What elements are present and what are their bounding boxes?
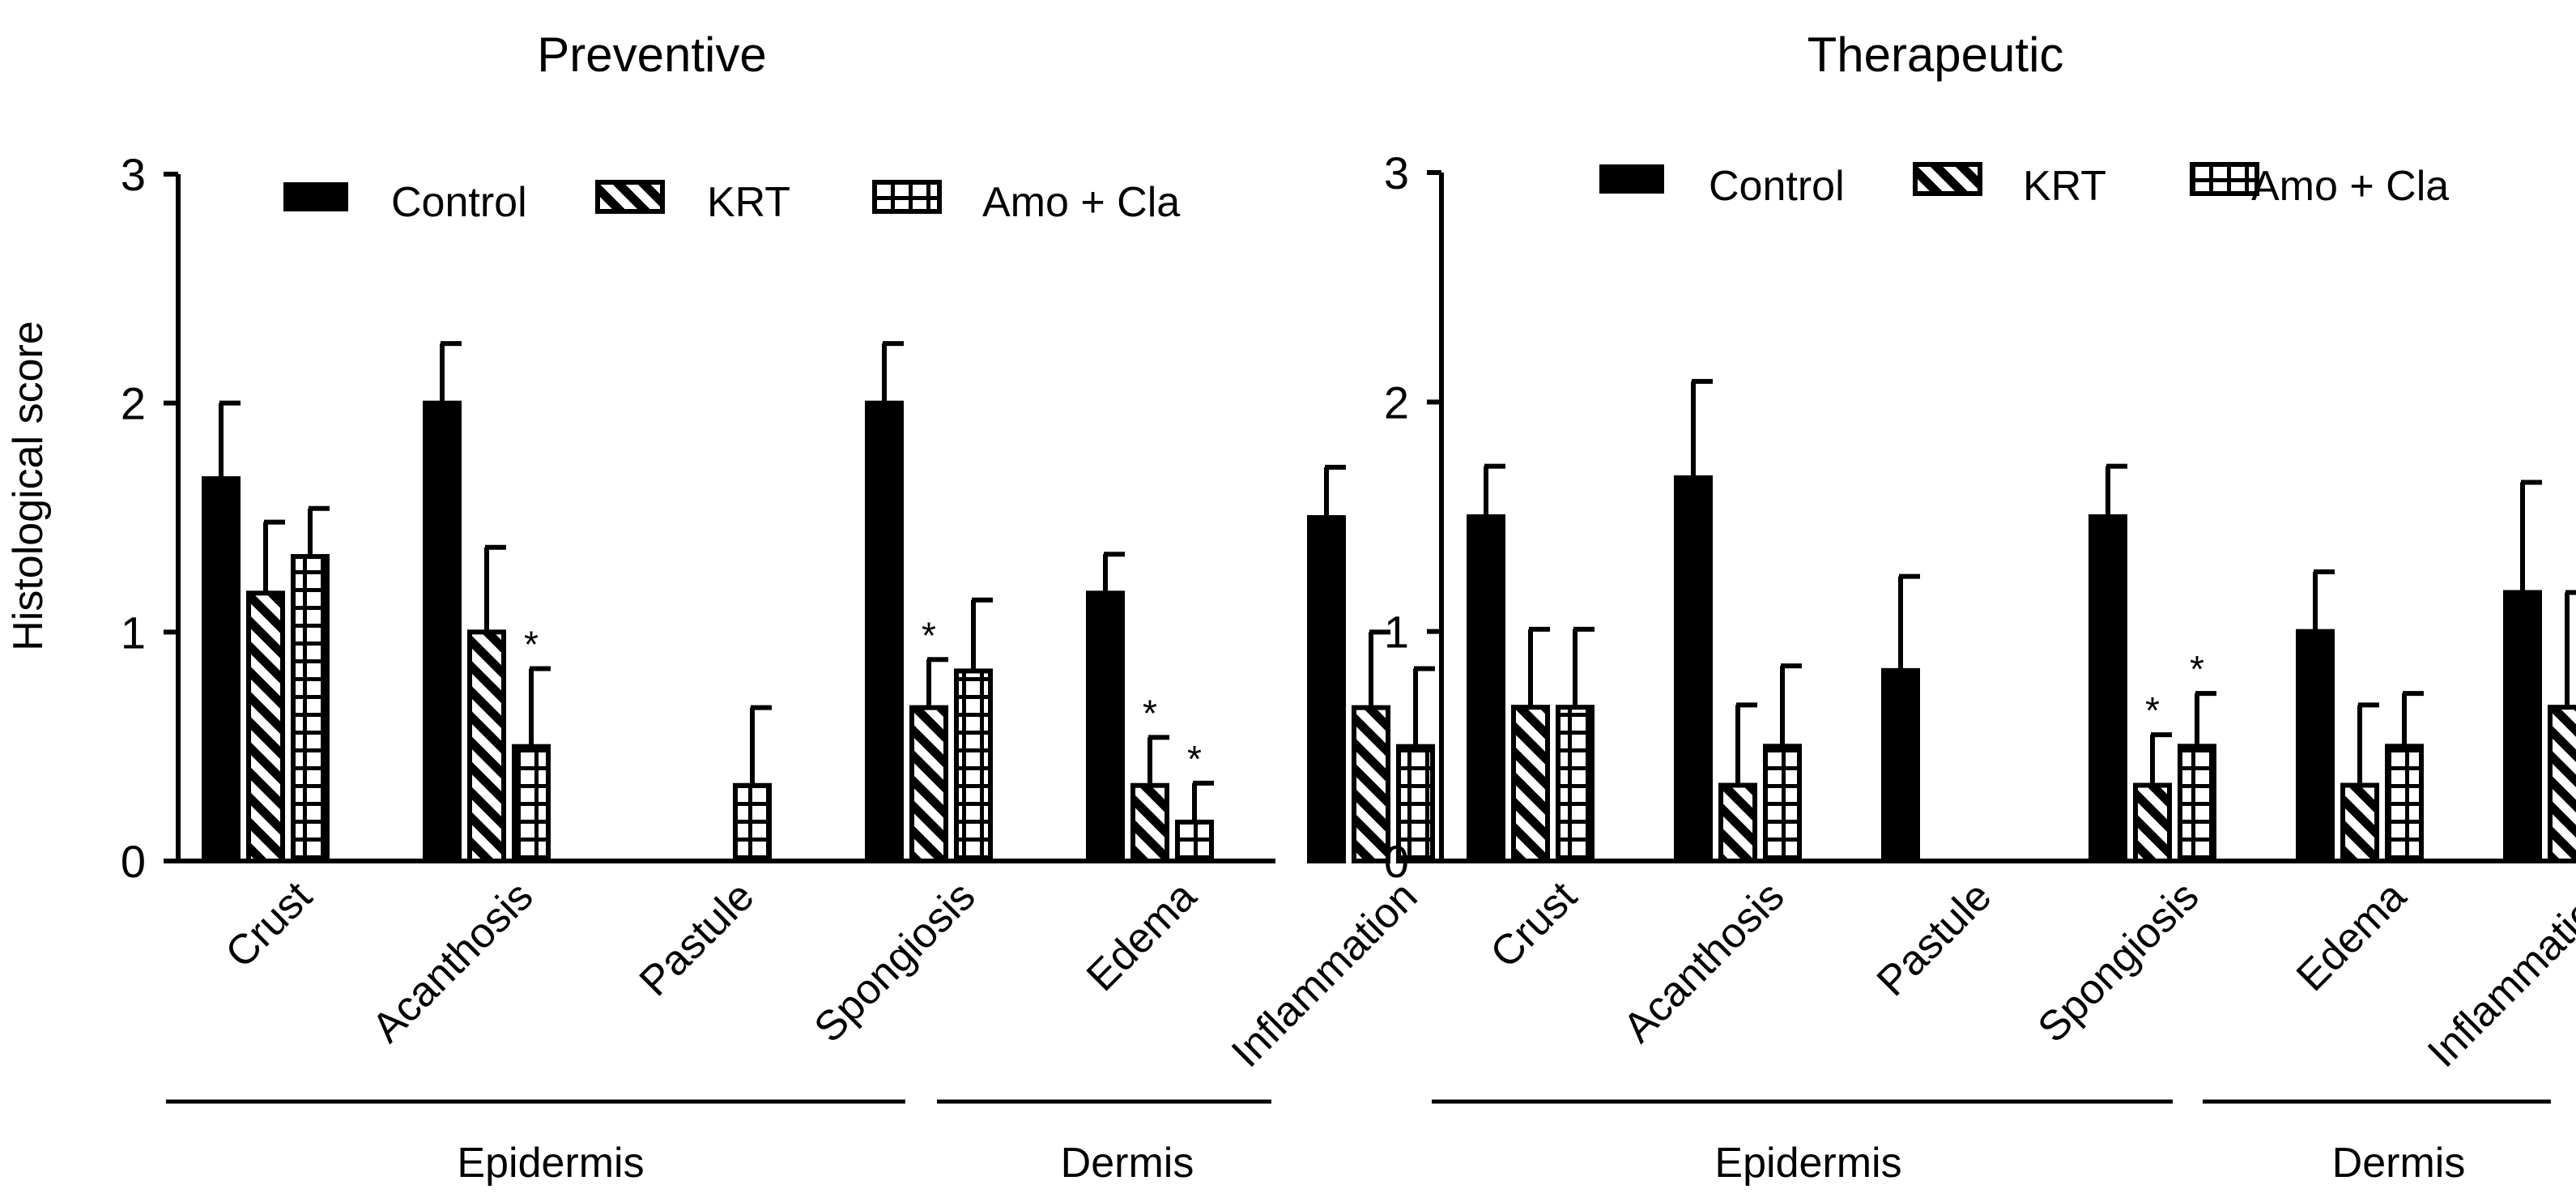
- y-axis: 0 1 2 3: [121, 149, 181, 887]
- bar-control-edema: [2296, 629, 2335, 864]
- legend-label-krt: KRT: [707, 179, 790, 226]
- legend-swatch-amo-cla: [2190, 162, 2259, 196]
- x-tick-label-edema: Edema: [1078, 872, 1206, 1000]
- bar-amo-cla-crust: [1556, 705, 1595, 864]
- category-groups: Epidermis Dermis: [166, 1099, 1271, 1187]
- legend-label-control: Control: [391, 179, 527, 226]
- plot-area: **: [1467, 378, 2576, 864]
- panel-preventive: Preventive Control KRT Amo + Cla * * * * Cr…: [121, 28, 1435, 1187]
- bar-control-edema: [1086, 590, 1125, 864]
- y-tick-label: 1: [121, 607, 146, 658]
- group-label-dermis: Dermis: [1061, 1140, 1194, 1187]
- bar-control-pastule: [1881, 667, 1920, 863]
- x-tick-label-crust: Crust: [217, 872, 321, 977]
- bar-control-inflammation: [2503, 590, 2542, 863]
- bar-krt-spongiosis: [2133, 782, 2172, 863]
- x-tick-label-pastule: Pastule: [1868, 872, 2001, 1005]
- significance-marker-krt-edema: *: [1143, 692, 1157, 734]
- y-tick-label: 2: [121, 378, 146, 429]
- y-tick-label: 0: [1384, 836, 1409, 887]
- x-axis: Crust Acanthosis Pastule Spongiosis Edema Inf…: [1441, 859, 2576, 1076]
- bar-amo-cla-spongiosis: [954, 668, 993, 863]
- bar-control-acanthosis: [1674, 475, 1713, 863]
- legend-label-krt: KRT: [2023, 163, 2106, 210]
- bar-krt-edema: [2340, 782, 2379, 863]
- bar-krt-acanthosis: [467, 629, 506, 863]
- bar-krt-crust: [1511, 705, 1550, 864]
- plot-area: * * * *: [202, 341, 1435, 864]
- x-axis: Crust Acanthosis Pastule Spongiosis Edema Inf…: [178, 859, 1427, 1076]
- panel-therapeutic: Therapeutic Control KRT Amo + Cla ** Cru…: [1384, 28, 2576, 1187]
- group-label-epidermis: Epidermis: [1714, 1140, 1901, 1187]
- y-tick-label: 1: [1384, 607, 1409, 658]
- legend: Control KRT Amo + Cla: [1599, 162, 2449, 210]
- y-axis: 0 1 2 3: [1384, 147, 1444, 887]
- bar-control-spongiosis: [2088, 514, 2127, 863]
- bar-krt-spongiosis: [909, 705, 948, 864]
- bar-control-spongiosis: [865, 400, 904, 863]
- category-groups: Epidermis Dermis: [1432, 1099, 2551, 1187]
- x-tick-label-pastule: Pastule: [631, 872, 764, 1005]
- legend-label-control: Control: [1709, 163, 1845, 210]
- legend: Control KRT Amo + Cla: [283, 179, 1180, 226]
- x-tick-label-edema: Edema: [2288, 872, 2416, 1000]
- bar-amo-cla-acanthosis: [512, 744, 551, 864]
- bar-krt-inflammation: [1352, 705, 1390, 864]
- legend-label-amo-cla: Amo + Cla: [982, 179, 1180, 226]
- x-tick-label-spongiosis: Spongiosis: [806, 872, 985, 1051]
- bar-control-crust: [202, 475, 241, 863]
- bar-krt-crust: [246, 590, 285, 864]
- x-tick-label-acanthosis: Acanthosis: [1615, 872, 1794, 1051]
- legend-swatch-krt: [595, 180, 665, 214]
- x-tick-label-inflammation: Inflammation: [2419, 872, 2576, 1076]
- bar-krt-inflammation: [2548, 705, 2576, 864]
- significance-marker-krt-spongiosis: *: [2145, 689, 2160, 731]
- y-tick-label: 0: [121, 836, 146, 887]
- x-tick-label-spongiosis: Spongiosis: [2029, 872, 2208, 1051]
- significance-marker-amo-cla-edema: *: [1187, 738, 1202, 780]
- legend-swatch-control: [283, 182, 348, 211]
- x-tick-label-inflammation: Inflammation: [1223, 872, 1427, 1076]
- group-label-dermis: Dermis: [2332, 1140, 2466, 1187]
- bar-krt-acanthosis: [1718, 782, 1757, 863]
- x-tick-label-acanthosis: Acanthosis: [364, 872, 543, 1051]
- bar-control-acanthosis: [423, 400, 462, 863]
- y-tick-label: 3: [121, 149, 146, 200]
- significance-marker-krt-spongiosis: *: [922, 614, 936, 656]
- y-tick-label: 2: [1384, 377, 1409, 428]
- bar-amo-cla-spongiosis: [2178, 744, 2216, 863]
- panel-title: Preventive: [537, 28, 766, 82]
- bar-control-inflammation: [1307, 515, 1346, 863]
- legend-swatch-krt: [1913, 162, 1982, 196]
- bar-amo-cla-edema: [1175, 819, 1214, 863]
- bar-krt-edema: [1130, 782, 1169, 863]
- legend-swatch-control: [1599, 164, 1664, 194]
- bar-amo-cla-inflammation: [1396, 744, 1435, 864]
- y-axis-label: Histological score: [5, 321, 52, 651]
- bar-control-crust: [1467, 514, 1505, 863]
- legend-label-amo-cla: Amo + Cla: [2251, 163, 2449, 210]
- x-tick-label-crust: Crust: [1482, 872, 1586, 977]
- bar-amo-cla-pastule: [733, 782, 772, 863]
- panel-title: Therapeutic: [1807, 28, 2064, 82]
- significance-marker-amo-cla-acanthosis: *: [524, 624, 539, 666]
- bar-amo-cla-acanthosis: [1763, 744, 1802, 863]
- bar-amo-cla-crust: [291, 554, 330, 863]
- y-tick-label: 3: [1384, 147, 1409, 198]
- legend-swatch-amo-cla: [872, 180, 942, 214]
- significance-marker-amo-cla-spongiosis: *: [2190, 648, 2204, 690]
- bar-amo-cla-edema: [2385, 744, 2424, 863]
- group-label-epidermis: Epidermis: [457, 1140, 644, 1187]
